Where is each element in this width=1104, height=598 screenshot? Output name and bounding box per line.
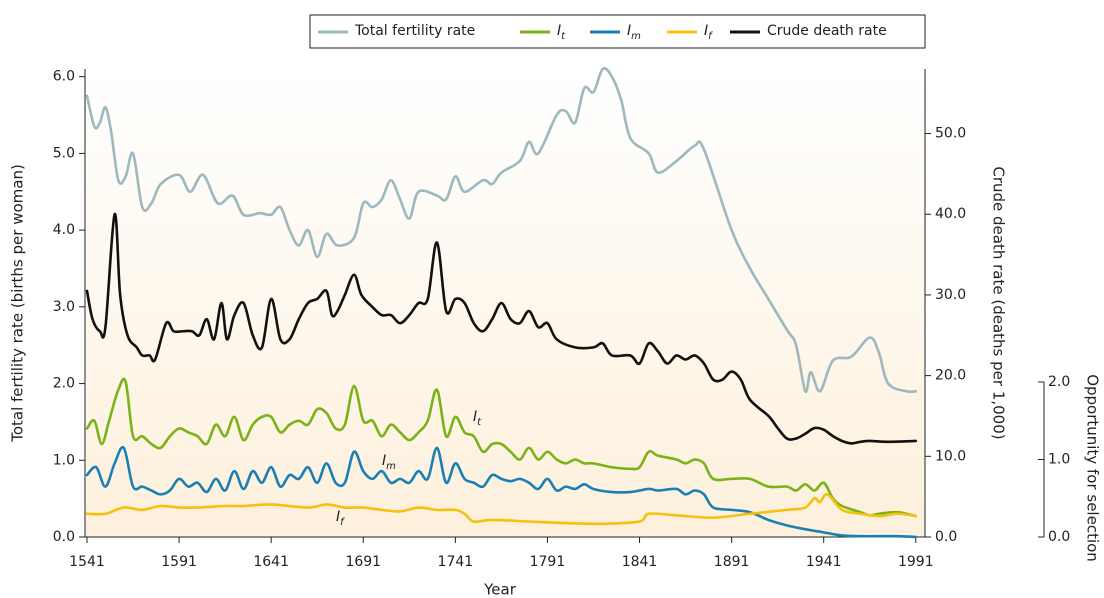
legend-label: Crude death rate (767, 23, 887, 39)
y2-tick-label: 30.0 (935, 287, 966, 303)
series-line (85, 377, 918, 518)
y3-tick-label: 0.0 (1048, 529, 1070, 545)
y2-tick-label: 40.0 (935, 206, 966, 222)
y-tick-label: 1.0 (53, 452, 75, 468)
legend-label: It (557, 23, 566, 42)
plot-background (86, 69, 925, 537)
x-tick-label: 1541 (69, 554, 105, 570)
legend-label: If (704, 23, 713, 42)
y2-tick-label: 0.0 (935, 529, 957, 545)
x-tick-label: 1591 (161, 554, 197, 570)
series-line (85, 212, 918, 445)
y2-tick-label: 10.0 (935, 448, 966, 464)
x-tick-label: 1841 (622, 554, 658, 570)
legend-label: Im (627, 23, 641, 42)
series-annotation: Im (382, 453, 396, 472)
y3-tick-label: 1.0 (1048, 452, 1070, 468)
y3-axis-title: Opportunity for selection (1084, 374, 1102, 562)
series-line (85, 445, 918, 539)
x-tick-label: 1741 (438, 554, 474, 570)
x-tick-label: 1941 (806, 554, 842, 570)
x-tick-label: 1641 (253, 554, 289, 570)
x-tick-label: 1991 (898, 554, 934, 570)
series-line (85, 493, 918, 526)
y-tick-label: 3.0 (53, 299, 75, 315)
y3-tick-label: 2.0 (1048, 374, 1070, 390)
y-tick-label: 4.0 (53, 222, 75, 238)
x-tick-label: 1791 (530, 554, 566, 570)
y2-tick-label: 50.0 (935, 126, 966, 142)
y-axis-title: Total fertility rate (births per woman) (9, 164, 27, 443)
x-tick-label: 1691 (345, 554, 381, 570)
y2-axis-title: Crude death rate (deaths per 1,000) (990, 166, 1008, 439)
y-tick-label: 6.0 (53, 69, 75, 85)
y-tick-label: 5.0 (53, 145, 75, 161)
y-tick-label: 2.0 (53, 376, 75, 392)
series-annotation: If (336, 509, 345, 528)
y2-tick-label: 20.0 (935, 368, 966, 384)
y-tick-label: 0.0 (53, 529, 75, 545)
series-annotation: It (473, 409, 482, 428)
x-tick-label: 1891 (714, 554, 750, 570)
series-line (85, 67, 918, 394)
legend-label: Total fertility rate (354, 23, 475, 39)
x-axis-title: Year (483, 581, 517, 598)
